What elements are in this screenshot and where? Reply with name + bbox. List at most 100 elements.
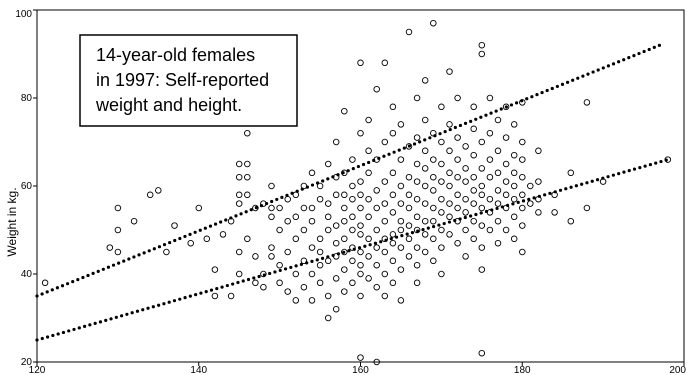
data-point — [227, 292, 235, 300]
reference-line-2 — [35, 158, 670, 342]
x-tick-label: 200 — [669, 365, 686, 375]
data-point — [365, 169, 372, 177]
data-point — [486, 226, 494, 234]
data-point — [527, 182, 534, 190]
x-tick-label: 160 — [352, 365, 369, 375]
data-point — [268, 244, 275, 251]
data-point — [454, 156, 461, 163]
data-point — [365, 253, 372, 260]
data-point — [478, 222, 486, 229]
data-point — [349, 244, 356, 251]
data-point — [341, 204, 348, 212]
data-point — [486, 195, 494, 203]
data-point — [413, 279, 421, 287]
data-point — [430, 187, 437, 194]
data-point — [324, 226, 332, 234]
data-point — [389, 279, 397, 287]
data-point — [300, 226, 308, 234]
data-point — [478, 165, 486, 172]
data-point — [300, 204, 308, 212]
data-point — [308, 169, 316, 177]
data-point — [413, 160, 421, 168]
data-point — [381, 200, 389, 207]
data-point — [430, 129, 437, 137]
data-point — [365, 195, 372, 203]
data-point — [470, 187, 477, 194]
data-point — [405, 235, 413, 243]
data-point — [430, 19, 437, 27]
data-point — [324, 160, 332, 168]
data-point — [486, 129, 494, 137]
data-point — [268, 213, 275, 221]
data-point — [405, 28, 413, 36]
data-point — [252, 253, 259, 260]
annotation-line-1: 14-year-old females — [96, 45, 255, 65]
data-point — [405, 253, 413, 260]
data-point — [332, 173, 340, 181]
data-point — [502, 204, 510, 212]
data-point — [349, 195, 356, 203]
data-point — [446, 213, 453, 221]
data-point — [413, 94, 421, 102]
data-point — [276, 204, 283, 212]
data-point — [454, 239, 461, 247]
data-point — [357, 292, 364, 300]
data-point — [276, 261, 283, 269]
data-point — [413, 244, 421, 251]
data-point — [599, 178, 607, 185]
data-point — [551, 191, 558, 199]
data-point — [252, 204, 259, 212]
data-point — [349, 213, 356, 221]
data-point — [332, 275, 340, 282]
data-point — [454, 173, 461, 181]
data-point — [373, 85, 380, 93]
annotation-box: 14-year-old females in 1997: Self-report… — [79, 34, 298, 127]
data-point — [381, 270, 389, 278]
data-point — [438, 138, 445, 146]
data-point — [478, 349, 486, 357]
data-point — [510, 213, 518, 221]
data-point — [41, 279, 49, 287]
data-point — [470, 103, 477, 111]
data-point — [341, 107, 348, 115]
data-point — [244, 129, 251, 137]
data-point — [300, 182, 308, 190]
data-point — [413, 178, 421, 185]
data-point — [446, 200, 453, 207]
data-point — [324, 213, 332, 221]
data-point — [430, 257, 437, 265]
data-point — [397, 226, 405, 234]
annotation-line-2: in 1997: Self-reported — [96, 70, 269, 90]
data-point — [389, 209, 397, 216]
data-point — [535, 209, 542, 216]
data-point — [114, 248, 122, 256]
x-tick-label: 120 — [29, 365, 46, 375]
data-point — [235, 270, 243, 278]
data-point — [551, 209, 558, 216]
data-point — [397, 297, 405, 304]
data-point — [478, 50, 486, 58]
data-point — [519, 222, 526, 229]
data-point — [284, 195, 291, 203]
data-point — [478, 41, 486, 49]
data-point — [146, 191, 154, 199]
data-point — [583, 204, 591, 212]
data-point — [438, 244, 445, 251]
data-point — [357, 222, 364, 229]
data-point — [446, 231, 453, 238]
data-point — [567, 169, 575, 177]
data-point — [462, 253, 469, 260]
data-point — [300, 283, 308, 291]
data-point — [397, 121, 405, 128]
data-point — [502, 191, 510, 199]
data-point — [478, 266, 486, 273]
x-tick-label: 140 — [190, 365, 207, 375]
data-point — [332, 305, 340, 313]
data-point — [357, 129, 364, 137]
data-point — [324, 257, 332, 265]
data-point — [389, 103, 397, 111]
data-point — [510, 169, 518, 177]
data-point — [341, 266, 348, 273]
data-point — [381, 248, 389, 256]
data-point — [292, 270, 300, 278]
